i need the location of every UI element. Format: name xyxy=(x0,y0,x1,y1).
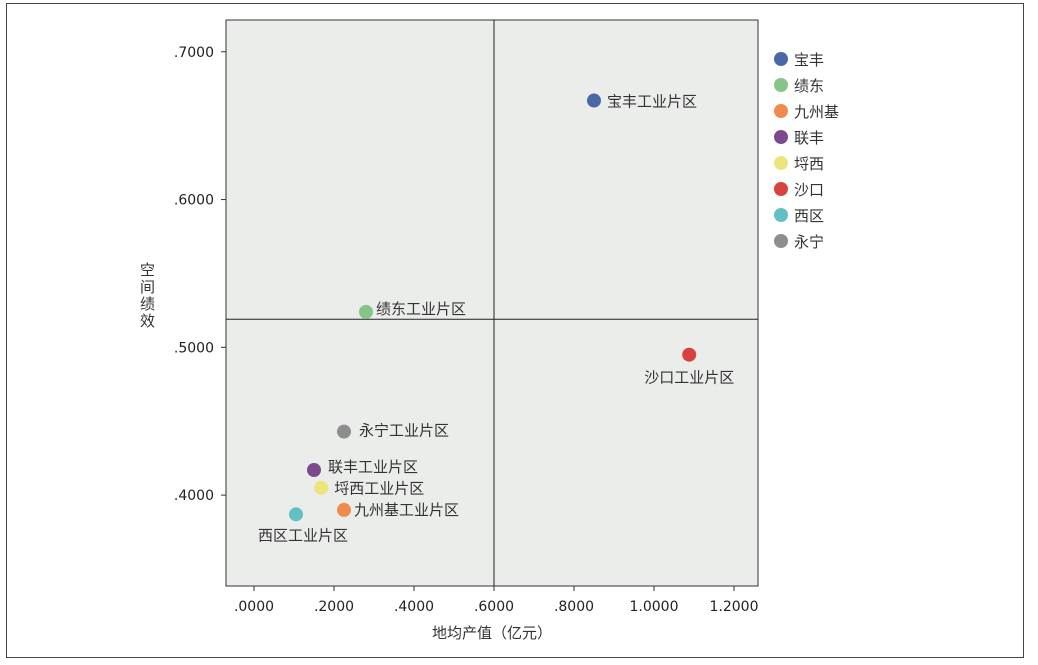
data-point-label: 永宁工业片区 xyxy=(359,422,449,440)
legend-entry: 沙口 xyxy=(794,181,824,199)
data-point xyxy=(337,502,351,517)
data-point-label: 九州基工业片区 xyxy=(354,501,459,519)
y-axis-title: 空间绩效 xyxy=(138,262,156,330)
x-tick-label: .2000 xyxy=(314,599,354,615)
legend-marker xyxy=(774,234,788,248)
legend-entry: 绩东 xyxy=(794,77,824,95)
data-point xyxy=(314,480,329,495)
data-point-label: 联丰工业片区 xyxy=(328,458,418,476)
data-point xyxy=(587,93,601,108)
legend-marker xyxy=(774,156,788,170)
legend-entry: 联丰 xyxy=(794,129,824,147)
x-tick-label: .4000 xyxy=(394,599,434,615)
legend-marker xyxy=(774,52,788,66)
legend-entry: 埒西 xyxy=(794,155,824,173)
x-axis: .0000 .2000 .4000 .6000 .8000 1.0000 1.2000 xyxy=(234,586,759,615)
data-point-label: 绩东工业片区 xyxy=(376,300,466,318)
legend-entry: 九州基 xyxy=(794,103,839,121)
legend-entry: 宝丰 xyxy=(794,51,824,69)
data-point xyxy=(337,424,351,439)
x-axis-title: 地均产值（亿元） xyxy=(431,624,552,642)
legend-marker xyxy=(774,78,788,92)
plot-area xyxy=(225,19,759,587)
x-tick-label: .8000 xyxy=(554,599,594,615)
legend-entry: 永宁 xyxy=(794,233,824,251)
data-point-label: 西区工业片区 xyxy=(258,526,348,544)
y-tick-label: .5000 xyxy=(174,340,214,356)
y-tick-label: .4000 xyxy=(174,488,214,504)
data-point xyxy=(359,304,373,319)
y-tick-label: .7000 xyxy=(174,45,214,61)
x-tick-label: 1.0000 xyxy=(630,599,679,615)
legend-marker xyxy=(774,208,788,222)
y-axis: .4000 .5000 .6000 .7000 xyxy=(174,45,226,504)
x-tick-label: .6000 xyxy=(474,599,514,615)
legend-marker xyxy=(774,130,788,144)
data-point-label: 宝丰工业片区 xyxy=(607,93,697,111)
reference-lines xyxy=(226,20,758,586)
data-point xyxy=(307,462,321,477)
data-point-label: 沙口工业片区 xyxy=(644,369,734,387)
x-tick-label: 1.2000 xyxy=(710,599,759,615)
x-tick-label: .0000 xyxy=(234,599,274,615)
legend-entry: 西区 xyxy=(794,207,824,225)
data-point-label: 埒西工业片区 xyxy=(334,480,424,498)
data-point xyxy=(289,507,303,522)
legend-marker xyxy=(774,104,788,118)
legend-marker xyxy=(774,182,788,196)
y-tick-label: .6000 xyxy=(174,193,214,209)
data-point xyxy=(682,347,697,362)
